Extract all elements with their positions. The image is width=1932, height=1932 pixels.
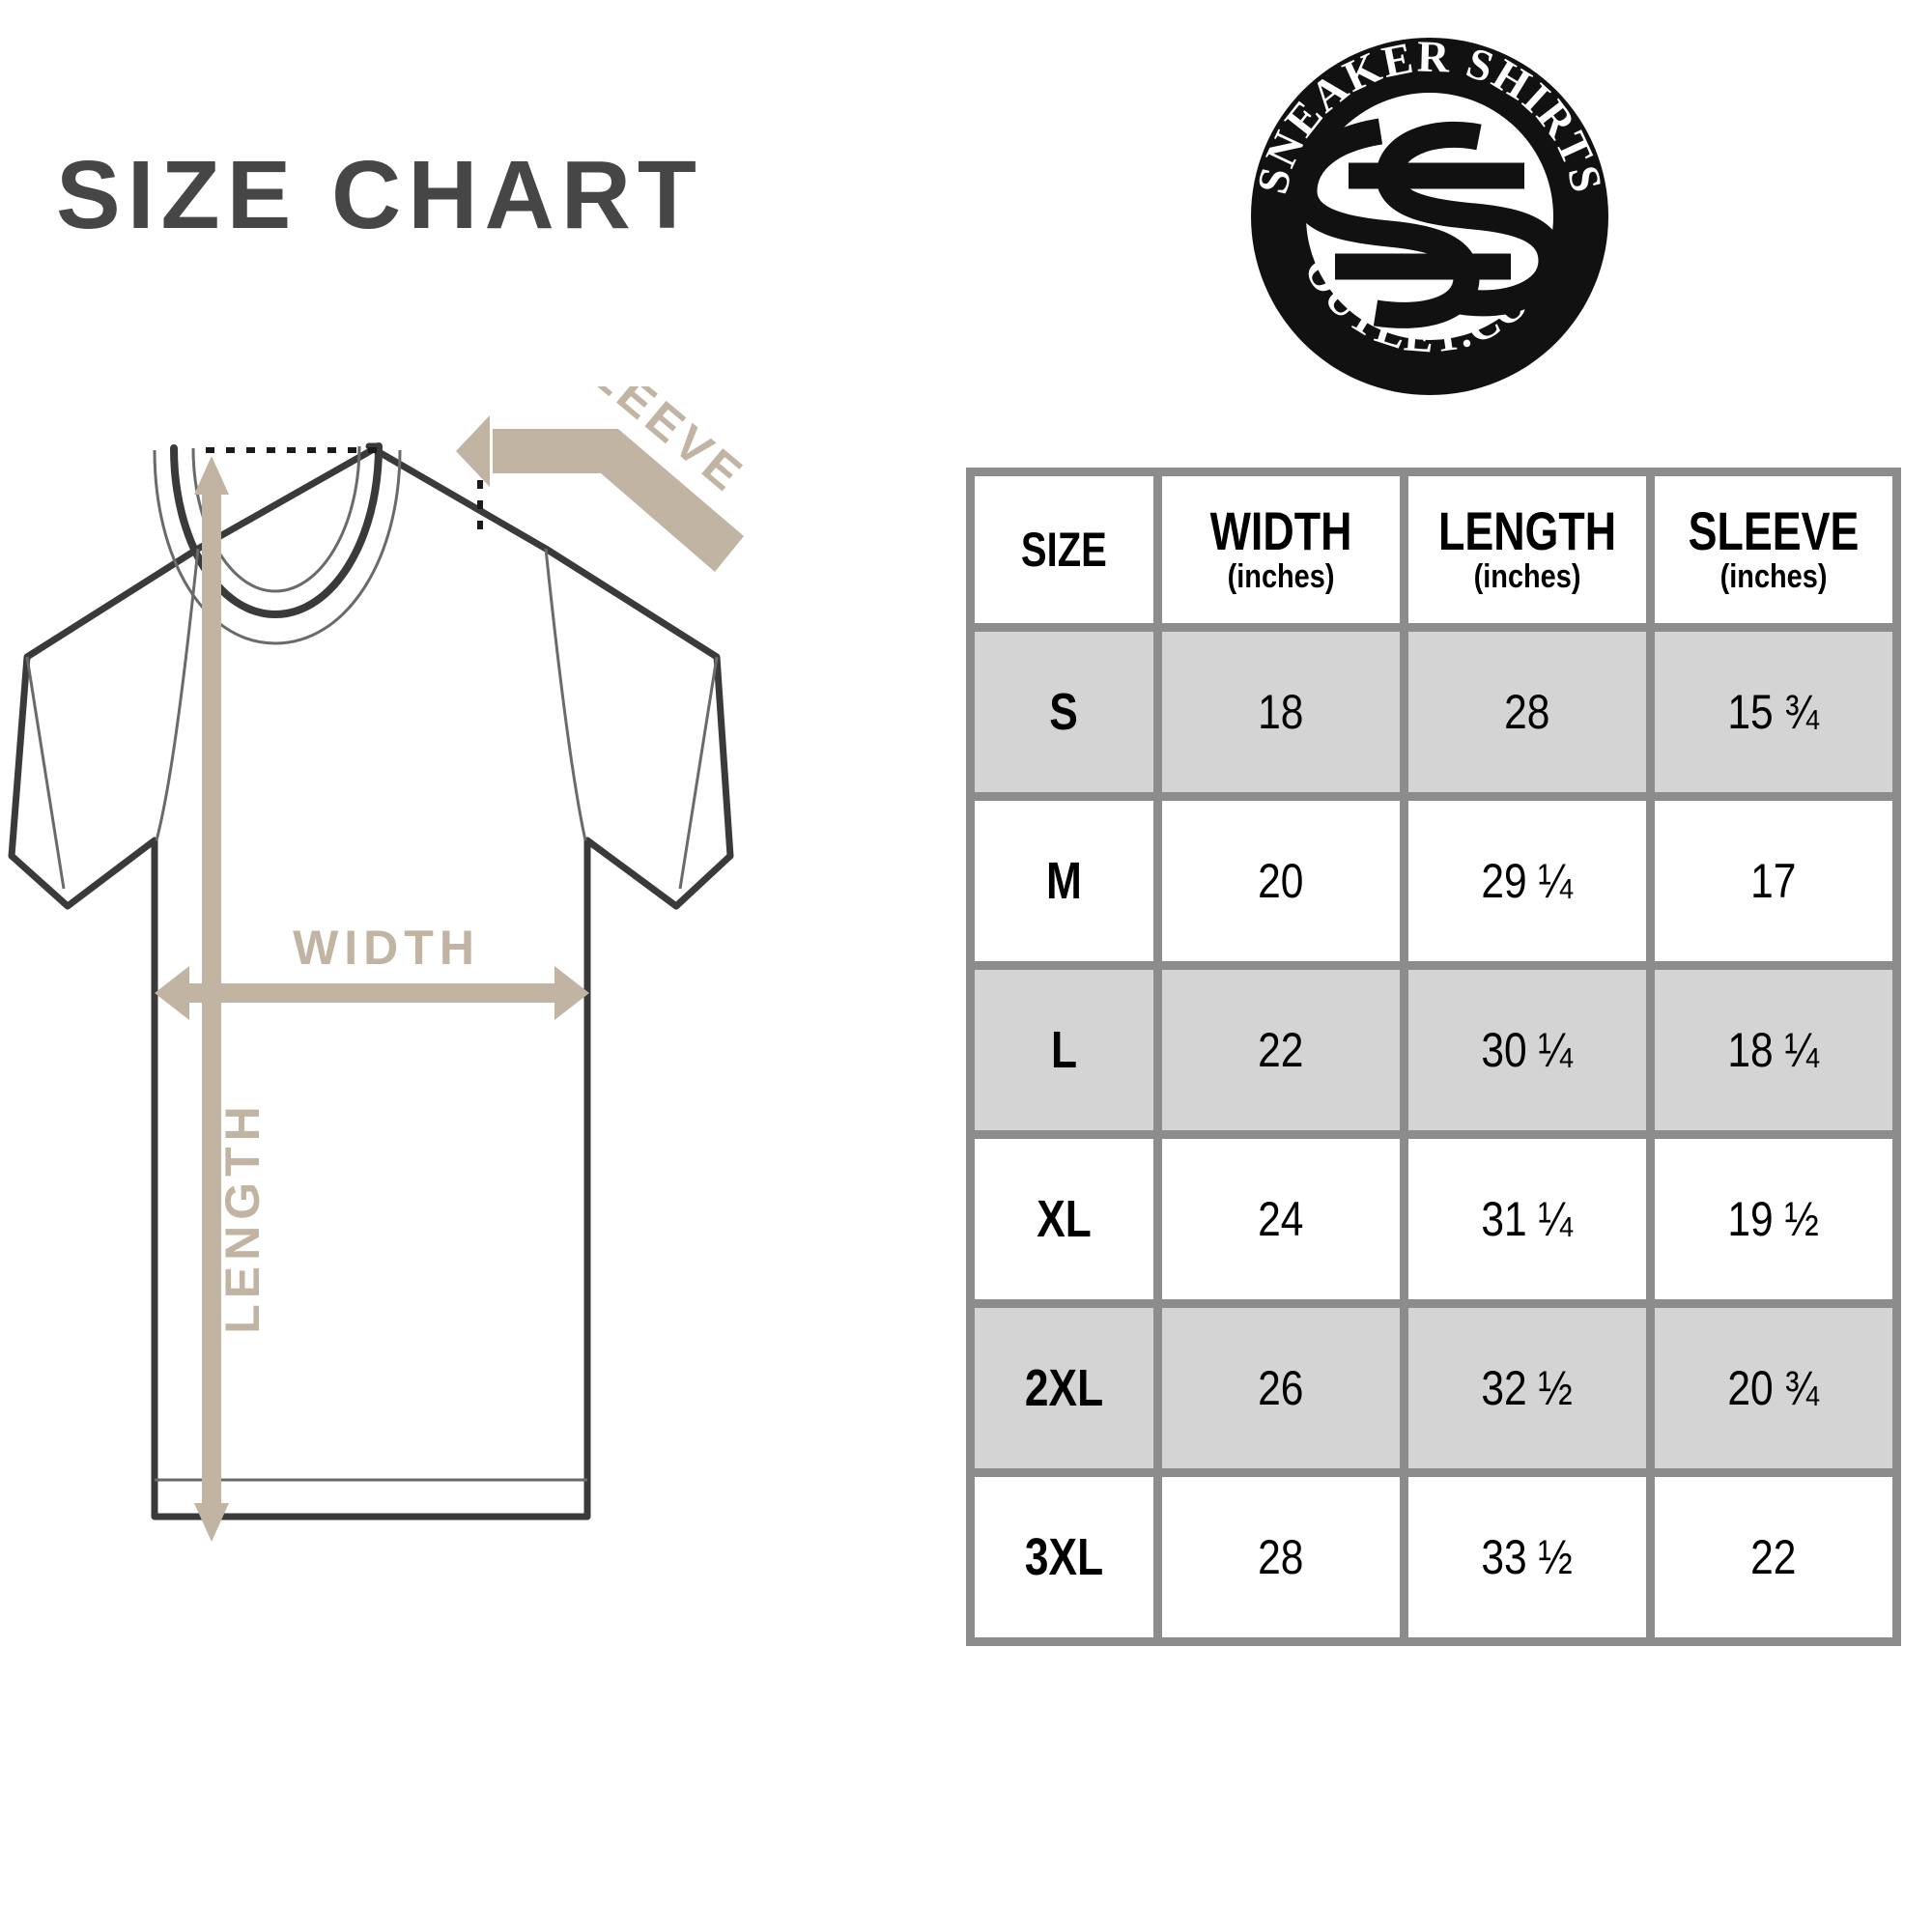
row-size: XL: [966, 1130, 1162, 1308]
header-sleeve-unit: (inches): [1719, 558, 1828, 595]
length-label: LENGTH: [215, 1100, 270, 1334]
header-cell-size: SIZE: [966, 468, 1162, 632]
header-sleeve-main: SLEEVE: [1688, 499, 1860, 561]
header-width-main: WIDTH: [1209, 499, 1352, 561]
table-header-row: SIZE WIDTH (inches) LENGTH (inches) SLEE…: [966, 468, 1902, 632]
header-size-main: SIZE: [1020, 522, 1107, 577]
row-sleeve: 18 ¼: [1645, 961, 1902, 1139]
row-length: 31 ¼: [1399, 1130, 1655, 1308]
sleeve-measure-arrow: [456, 415, 744, 572]
tshirt-outline-icon: [8, 442, 734, 1520]
table-row: S 18 28 15 ¾: [966, 623, 1902, 801]
table-row: 2XL 26 32 ½ 20 ¾: [966, 1299, 1902, 1477]
row-size: 2XL: [966, 1299, 1162, 1477]
row-sleeve: 19 ½: [1645, 1130, 1902, 1308]
row-length: 28: [1399, 623, 1655, 801]
row-width: 18: [1152, 623, 1408, 801]
tshirt-seams-icon: [25, 548, 719, 1482]
header-width-unit: (inches): [1227, 558, 1335, 595]
width-label: WIDTH: [293, 921, 480, 975]
row-size: M: [966, 792, 1162, 970]
tshirt-diagram: SLEEVE WIDTH LENGTH: [0, 386, 773, 1565]
row-length: 32 ½: [1399, 1299, 1655, 1477]
page-title: SIZE CHART: [56, 141, 703, 249]
row-width: 20: [1152, 792, 1408, 970]
header-length-main: LENGTH: [1437, 499, 1616, 561]
row-length: 33 ½: [1399, 1468, 1655, 1646]
row-width: 26: [1152, 1299, 1408, 1477]
row-sleeve: 20 ¾: [1645, 1299, 1902, 1477]
header-length-unit: (inches): [1473, 558, 1581, 595]
length-measure-arrow: [194, 456, 229, 1542]
row-length: 30 ¼: [1399, 961, 1655, 1139]
logo-monogram-icon: [1291, 118, 1565, 328]
table-row: 3XL 28 33 ½ 22: [966, 1468, 1902, 1646]
row-sleeve: 17: [1645, 792, 1902, 970]
row-width: 24: [1152, 1130, 1408, 1308]
table-row: XL 24 31 ¼ 19 ½: [966, 1130, 1902, 1308]
row-width: 22: [1152, 961, 1408, 1139]
header-cell-sleeve: SLEEVE (inches): [1645, 468, 1902, 632]
size-chart-table-container: SIZE WIDTH (inches) LENGTH (inches) SLEE…: [966, 468, 1902, 1646]
table-row: L 22 30 ¼ 18 ¼: [966, 961, 1902, 1139]
row-length: 29 ¼: [1399, 792, 1655, 970]
size-chart-table: SIZE WIDTH (inches) LENGTH (inches) SLEE…: [966, 468, 1902, 1646]
table-row: M 20 29 ¼ 17: [966, 792, 1902, 970]
tshirt-collar-icon: [170, 442, 383, 619]
row-size: 3XL: [966, 1468, 1162, 1646]
row-size: S: [966, 623, 1162, 801]
header-cell-width: WIDTH (inches): [1152, 468, 1408, 632]
row-size: L: [966, 961, 1162, 1139]
row-sleeve: 22: [1645, 1468, 1902, 1646]
width-measure-arrow: [155, 966, 589, 1020]
row-sleeve: 15 ¾: [1645, 623, 1902, 801]
header-cell-length: LENGTH (inches): [1399, 468, 1655, 632]
brand-logo: SNEAKER SHIRTS OUTLET.COM: [1244, 31, 1615, 402]
row-width: 28: [1152, 1468, 1408, 1646]
